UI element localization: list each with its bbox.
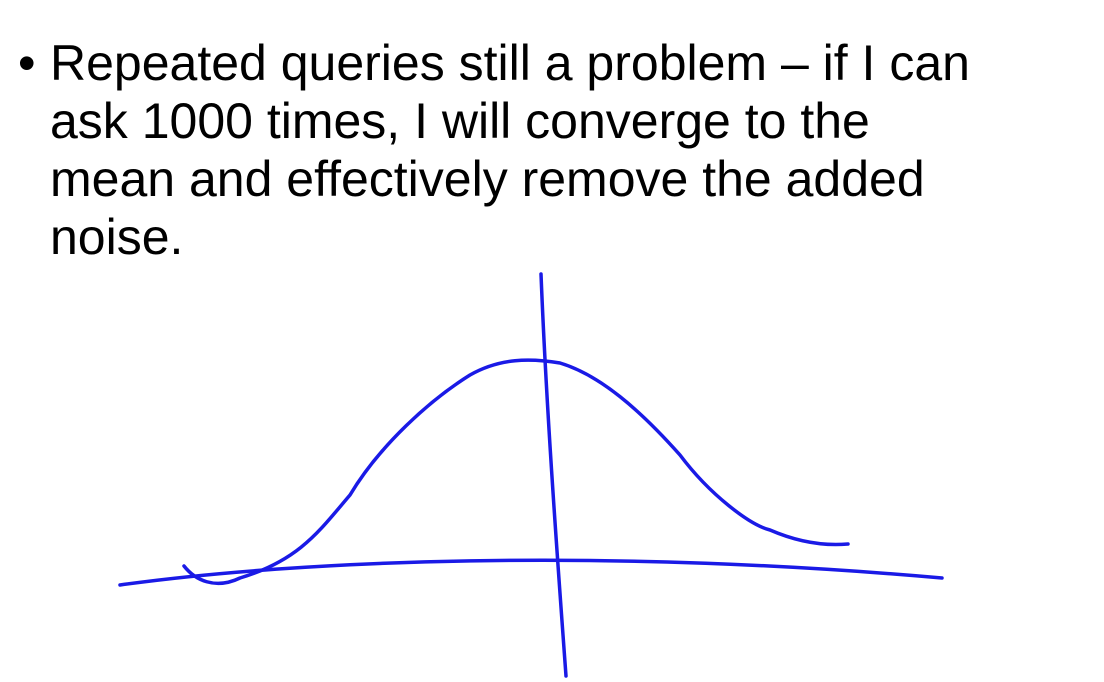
vertical-axis-stroke xyxy=(539,272,568,678)
bullet-marker: • xyxy=(18,35,36,91)
bullet-line-2: ask 1000 times, I will converge to the xyxy=(50,93,870,149)
bullet-text-1: Repeated queries still a problem – if I … xyxy=(50,35,970,91)
bell-curve-stroke xyxy=(182,358,850,586)
bullet-line-3: mean and effectively remove the added xyxy=(50,151,925,207)
bullet-line-1: • Repeated queries still a problem – if I… xyxy=(18,34,1098,92)
horizontal-axis-stroke xyxy=(118,558,944,587)
bullet-line-4: noise. xyxy=(50,209,184,265)
bullet-point: • Repeated queries still a problem – if I… xyxy=(18,34,1098,266)
